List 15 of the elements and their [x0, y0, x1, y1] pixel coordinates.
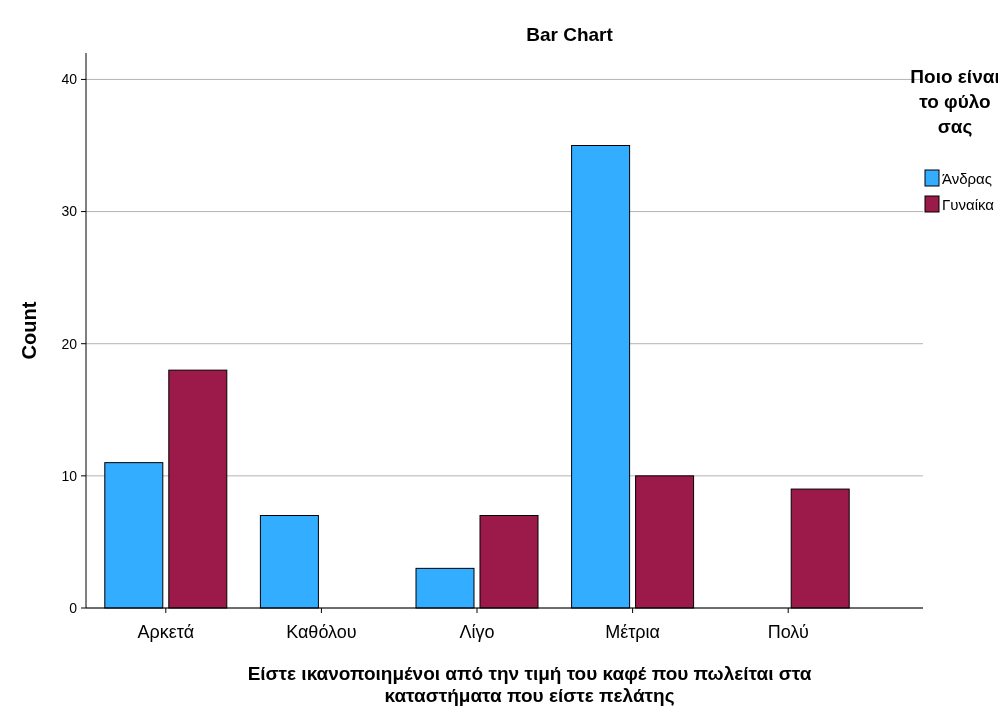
x-tick-label: Αρκετά — [137, 622, 195, 642]
y-tick-label: 20 — [61, 335, 78, 352]
y-tick-label: 10 — [61, 467, 78, 484]
chart-title: Bar Chart — [526, 24, 614, 45]
x-tick-label: Καθόλου — [286, 622, 357, 642]
x-tick-label: Λίγο — [459, 622, 495, 642]
y-tick-label: 30 — [61, 203, 78, 220]
legend-label: Άνδρας — [942, 170, 993, 187]
y-tick-label: 0 — [69, 599, 78, 616]
y-axis-title: Count — [18, 301, 40, 360]
x-tick-label: Μέτρια — [605, 622, 660, 642]
x-axis-title: Είστε ικανοποιημένοι από την τιμή του καφέ που πωλείται στα καταστήματα που είστε πελάτης — [247, 663, 812, 706]
y-tick-label: 40 — [61, 71, 78, 88]
legend-label: Γυναίκα — [942, 196, 995, 213]
x-tick-label: Πολύ — [767, 622, 809, 642]
